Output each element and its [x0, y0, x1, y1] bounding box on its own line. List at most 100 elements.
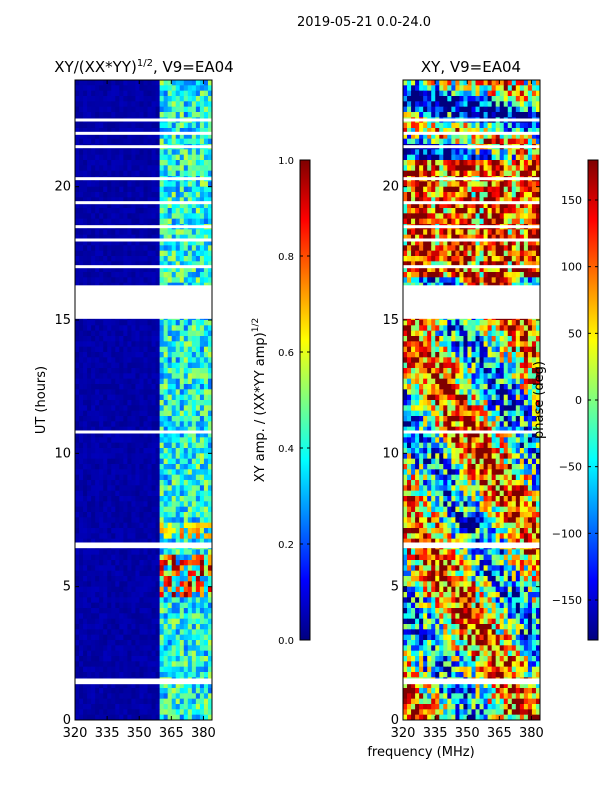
heatmap-cell	[119, 453, 124, 460]
heatmap-cell	[91, 586, 96, 593]
heatmap-cell	[107, 112, 112, 118]
heatmap-cell	[179, 608, 185, 614]
heatmap-cell	[183, 197, 189, 204]
heatmap-cell	[127, 517, 133, 524]
heatmap-cell	[527, 128, 533, 134]
heatmap-cell	[447, 80, 452, 86]
heatmap-cell	[103, 629, 108, 636]
heatmap-cell	[95, 181, 100, 188]
heatmap-cell	[155, 368, 161, 374]
heatmap-cell	[99, 330, 104, 337]
heatmap-cell	[151, 192, 157, 198]
heatmap-cell	[111, 346, 116, 353]
heatmap-cell	[207, 661, 212, 668]
heatmap-cell	[475, 80, 481, 86]
heatmap-cell	[163, 330, 169, 337]
heatmap-cell	[111, 533, 116, 540]
heatmap-cell	[79, 570, 84, 577]
heatmap-cell	[203, 378, 209, 385]
heatmap-cell	[127, 208, 133, 214]
heatmap-cell	[431, 213, 436, 220]
heatmap-cell	[95, 490, 100, 497]
heatmap-cell	[179, 485, 185, 492]
heatmap-cell	[127, 682, 133, 689]
heatmap-cell	[87, 565, 92, 572]
heatmap-cell	[191, 336, 197, 342]
heatmap-cell	[135, 453, 141, 460]
heatmap-cell	[135, 357, 141, 364]
heatmap-cell	[131, 181, 137, 188]
heatmap-cell	[111, 357, 116, 364]
heatmap-cell	[431, 165, 436, 172]
heatmap-cell	[535, 213, 540, 220]
heatmap-cell	[83, 154, 88, 161]
heatmap-cell	[151, 229, 157, 236]
heatmap-cell	[107, 368, 112, 374]
heatmap-cell	[151, 506, 157, 513]
heatmap-cell	[135, 170, 141, 177]
heatmap-cell	[167, 581, 173, 588]
heatmap-cell	[495, 197, 501, 204]
heatmap-cell	[75, 101, 80, 108]
heatmap-cell	[75, 341, 80, 348]
heatmap-cell	[135, 693, 141, 700]
heatmap-cell	[103, 661, 108, 668]
heatmap-cell	[151, 597, 157, 604]
heatmap-cell	[99, 656, 104, 662]
heatmap-cell	[127, 112, 133, 118]
heatmap-cell	[187, 368, 193, 374]
heatmap-cell	[471, 133, 477, 140]
heatmap-cell	[147, 421, 153, 428]
heatmap-cell	[175, 213, 181, 220]
heatmap-cell	[423, 240, 428, 246]
heatmap-cell	[175, 602, 181, 609]
heatmap-cell	[131, 688, 137, 694]
heatmap-cell	[503, 149, 509, 156]
heatmap-cell	[203, 645, 209, 652]
heatmap-cell	[95, 501, 100, 508]
heatmap-cell	[135, 80, 141, 86]
heatmap-cell	[199, 533, 205, 540]
heatmap-cell	[487, 240, 493, 246]
heatmap-cell	[79, 373, 84, 380]
heatmap-cell	[179, 320, 185, 326]
heatmap-cell	[147, 485, 153, 492]
heatmap-cell	[119, 608, 124, 614]
heatmap-cell	[99, 272, 104, 278]
heatmap-cell	[167, 608, 173, 614]
heatmap-cell	[103, 112, 108, 118]
heatmap-cell	[175, 245, 181, 252]
heatmap-cell	[415, 149, 420, 156]
heatmap-cell	[127, 336, 133, 342]
heatmap-cell	[135, 512, 141, 518]
heatmap-cell	[423, 245, 428, 252]
heatmap-cell	[87, 714, 92, 720]
heatmap-cell	[191, 693, 197, 700]
heatmap-cell	[187, 261, 193, 268]
heatmap-cell	[175, 581, 181, 588]
heatmap-cell	[99, 485, 104, 492]
heatmap-cell	[195, 538, 201, 545]
flagged-row	[75, 131, 212, 135]
heatmap-cell	[115, 656, 120, 662]
heatmap-cell	[167, 714, 173, 720]
heatmap-cell	[135, 506, 141, 513]
heatmap-cell	[119, 352, 124, 358]
heatmap-cell	[99, 490, 104, 497]
heatmap-cell	[507, 138, 513, 145]
heatmap-cell	[131, 96, 137, 102]
heatmap-cell	[171, 586, 177, 593]
heatmap-cell	[143, 442, 149, 449]
heatmap-cell	[107, 352, 112, 358]
heatmap-cell	[115, 101, 120, 108]
heatmap-cell	[75, 410, 80, 417]
heatmap-cell	[143, 426, 149, 433]
heatmap-cell	[183, 154, 189, 161]
heatmap-cell	[103, 336, 108, 342]
heatmap-cell	[127, 416, 133, 422]
heatmap-cell	[167, 629, 173, 636]
heatmap-cell	[199, 106, 205, 113]
heatmap-cell	[187, 90, 193, 97]
heatmap-cell	[91, 709, 96, 716]
heatmap-cell	[187, 586, 193, 593]
